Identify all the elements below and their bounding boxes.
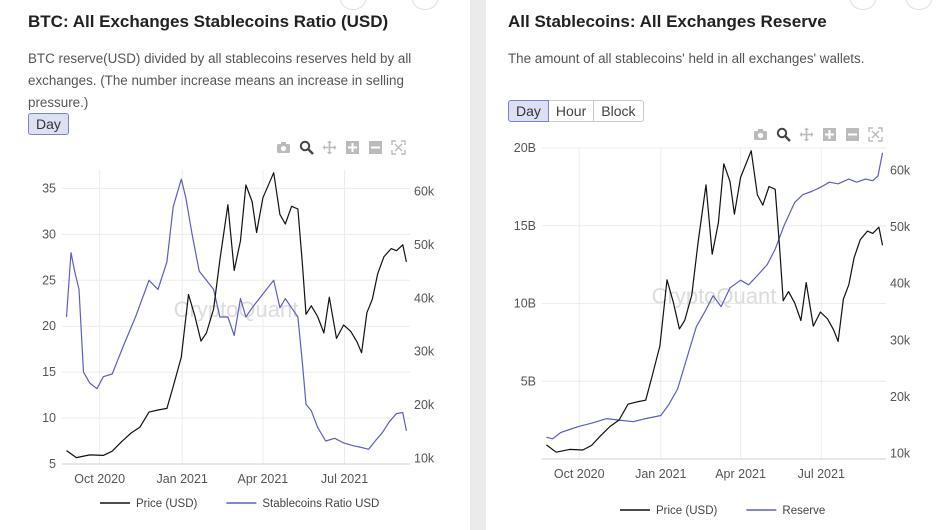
chart-toolbar	[752, 126, 884, 143]
panel-description: BTC reserve(USD) divided by all stableco…	[28, 51, 412, 110]
header-action-button[interactable]	[850, 0, 876, 10]
chart-toolbar	[275, 139, 407, 156]
reserve-chart[interactable]: Oct 2020 Jan 2021 Apr 2021 Jul 2021 5B 10B 15B…	[486, 138, 949, 530]
interval-tabs: Day Hour Block	[508, 100, 644, 122]
zoom-icon[interactable]	[298, 139, 315, 156]
pan-icon[interactable]	[321, 139, 338, 156]
x-tick-label: Oct 2020	[74, 472, 125, 486]
header-action-button[interactable]	[906, 0, 932, 10]
y-right-tick-label: 60k	[414, 184, 435, 198]
zoom-out-icon[interactable]	[844, 126, 861, 143]
pan-icon[interactable]	[798, 126, 815, 143]
chart-legend: Price (USD) Reserve	[620, 505, 825, 517]
zoom-out-icon[interactable]	[367, 139, 384, 156]
panel-title: All Stablecoins: All Exchanges Reserve	[508, 12, 827, 31]
legend-label: Stablecoins Ratio USD	[262, 498, 379, 510]
zoom-in-icon[interactable]	[821, 126, 838, 143]
x-tick-label: Apr 2021	[238, 472, 289, 486]
zoom-icon[interactable]	[775, 126, 792, 143]
panel-title: BTC: All Exchanges Stablecoins Ratio (US…	[28, 12, 389, 31]
y-right-tick-label: 60k	[890, 164, 911, 178]
tab-block[interactable]: Block	[593, 100, 644, 122]
ratio-chart[interactable]: Oct 2020 Jan 2021 Apr 2021 Jul 2021 5 10 15 20 2…	[0, 150, 470, 525]
y-right-tick-label: 50k	[414, 238, 435, 252]
camera-icon[interactable]	[275, 139, 292, 156]
y-right-tick-label: 40k	[890, 277, 911, 291]
tab-hour[interactable]: Hour	[547, 100, 595, 122]
x-tick-label: Jan 2021	[156, 472, 207, 486]
camera-icon[interactable]	[752, 126, 769, 143]
x-tick-label: Apr 2021	[715, 467, 766, 481]
y-left-tick-label: 10B	[514, 297, 536, 311]
series-line-price	[66, 172, 407, 459]
y-left-tick-label: 10	[42, 411, 56, 425]
x-tick-label: Jul 2021	[798, 467, 845, 481]
x-tick-label: Oct 2020	[554, 467, 605, 481]
y-left-tick-label: 5	[49, 457, 56, 471]
header-action-button[interactable]	[340, 0, 366, 10]
panel-stablecoins-ratio: BTC: All Exchanges Stablecoins Ratio (US…	[0, 0, 470, 530]
x-tick-label: Jan 2021	[635, 467, 686, 481]
header-action-button[interactable]	[412, 0, 438, 10]
interval-tabs: Day	[28, 113, 69, 135]
series-line-secondary	[65, 178, 407, 450]
y-left-tick-label: 20B	[514, 141, 536, 155]
legend-label: Price (USD)	[136, 498, 198, 510]
x-tick-label: Jul 2021	[321, 472, 368, 486]
y-left-tick-label: 30	[42, 227, 56, 241]
y-right-tick-label: 10k	[890, 446, 911, 460]
y-left-tick-label: 15	[42, 365, 56, 379]
autoscale-icon[interactable]	[867, 126, 884, 143]
watermark-logo: CryptoQuant	[174, 297, 299, 322]
y-left-tick-label: 25	[42, 273, 56, 287]
panel-stablecoins-reserve: All Stablecoins: All Exchanges Reserve T…	[486, 0, 949, 530]
y-right-tick-label: 50k	[890, 220, 911, 234]
y-left-tick-label: 35	[42, 181, 56, 195]
y-right-tick-label: 30k	[414, 345, 435, 359]
series-line-price	[546, 150, 884, 453]
y-left-tick-label: 20	[42, 319, 56, 333]
zoom-in-icon[interactable]	[344, 139, 361, 156]
autoscale-icon[interactable]	[390, 139, 407, 156]
y-right-tick-label: 10k	[414, 452, 435, 466]
legend-label: Reserve	[782, 505, 825, 517]
legend-label: Price (USD)	[656, 505, 718, 517]
tab-day[interactable]: Day	[28, 113, 69, 135]
series-line-secondary	[546, 152, 884, 440]
y-right-tick-label: 20k	[414, 398, 435, 412]
y-left-tick-label: 15B	[514, 219, 536, 233]
y-left-tick-label: 5B	[521, 374, 536, 388]
y-right-tick-label: 40k	[414, 291, 435, 305]
y-right-tick-label: 30k	[890, 333, 911, 347]
y-right-tick-label: 20k	[890, 390, 911, 404]
tab-day[interactable]: Day	[508, 100, 549, 122]
panel-description: The amount of all stablecoins' held in a…	[508, 51, 865, 66]
chart-legend: Price (USD) Stablecoins Ratio USD	[100, 498, 379, 510]
